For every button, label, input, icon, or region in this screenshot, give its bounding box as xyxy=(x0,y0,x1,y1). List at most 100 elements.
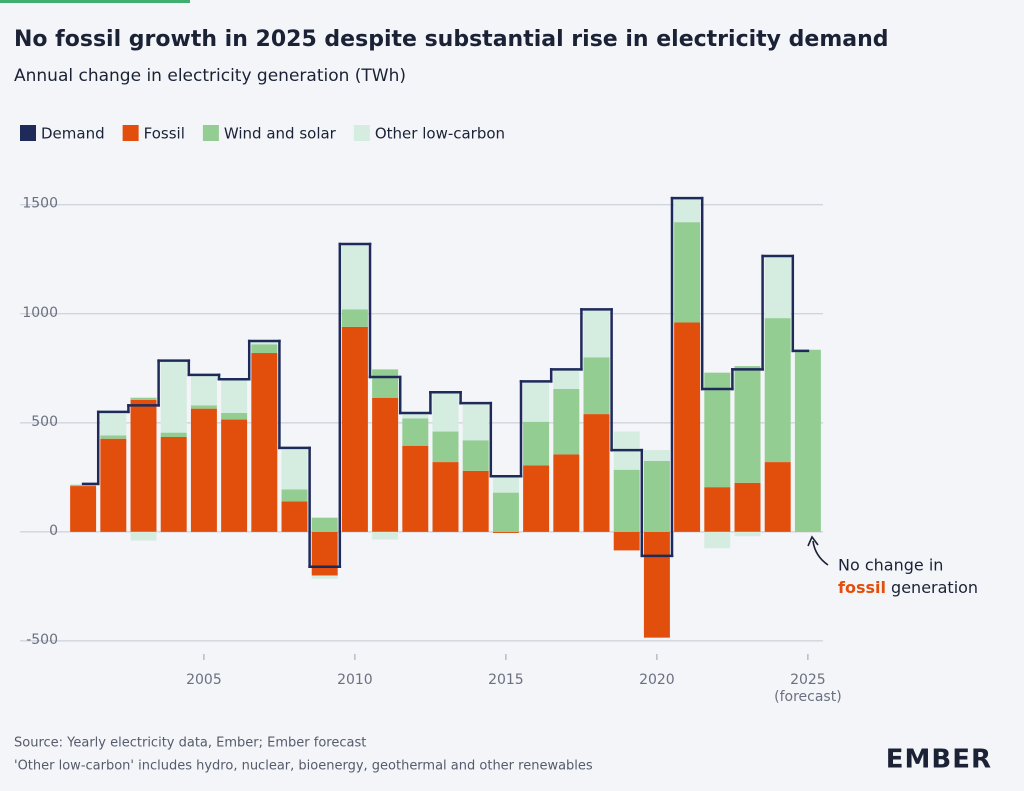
bar-segment xyxy=(311,531,338,576)
bar-segment xyxy=(734,482,761,532)
legend-label: Fossil xyxy=(144,125,185,143)
bar-segment xyxy=(281,489,308,502)
legend-label: Demand xyxy=(41,125,105,143)
legend-swatch xyxy=(20,125,36,141)
bar-segment xyxy=(100,411,127,436)
bar-segment xyxy=(190,405,217,409)
bar-segment xyxy=(221,419,248,532)
bar-segment xyxy=(160,360,187,433)
bar-segment xyxy=(311,517,338,532)
bar-segment xyxy=(100,435,127,439)
bar-segment xyxy=(432,392,459,432)
bar-segment xyxy=(734,531,761,537)
x-tick-label: 2010 xyxy=(337,672,373,688)
bar-segment xyxy=(583,357,610,415)
y-tick-label: -500 xyxy=(26,632,58,648)
bar-segment xyxy=(643,531,670,638)
bar-segment xyxy=(100,438,127,532)
bar-segment xyxy=(492,531,519,533)
bar-segment xyxy=(221,379,248,413)
bar-segment xyxy=(613,531,640,551)
y-tick-label: 1500 xyxy=(22,196,58,212)
bar-segment xyxy=(130,531,157,541)
bar-segment xyxy=(432,462,459,532)
bar-segment xyxy=(70,484,97,487)
y-tick-label: 1000 xyxy=(22,305,58,321)
bar-segment xyxy=(583,309,610,358)
source-note: Source: Yearly electricity data, Ember; … xyxy=(14,736,366,751)
bar-segment xyxy=(492,477,519,493)
legend-swatch xyxy=(122,125,139,141)
chart-subtitle: Annual change in electricity generation … xyxy=(14,66,406,86)
bar-segment xyxy=(583,414,610,532)
bar-segment xyxy=(613,469,640,532)
bar-segment xyxy=(462,403,489,441)
bar-segment xyxy=(402,413,429,419)
bar-segment xyxy=(553,389,580,455)
bar-segment xyxy=(674,198,701,223)
bar-segment xyxy=(130,399,157,532)
x-tick-note: (forecast) xyxy=(774,689,842,705)
bar-segment xyxy=(402,445,429,532)
bar-segment xyxy=(764,462,791,532)
annotation-arrow xyxy=(812,540,829,566)
bar-segment xyxy=(160,432,187,437)
bar-segment xyxy=(372,531,399,540)
x-tick-label: 2005 xyxy=(186,672,222,688)
bar-segment xyxy=(704,531,731,549)
bar-segment xyxy=(190,375,217,406)
bar-segment xyxy=(643,460,670,532)
legend-swatch xyxy=(202,125,219,141)
bar-segment xyxy=(734,366,761,483)
bar-segment xyxy=(432,431,459,463)
x-tick-label: 2020 xyxy=(639,672,675,688)
annotation-arrowhead xyxy=(807,535,819,547)
bar-segment xyxy=(674,222,701,323)
bar-segment xyxy=(281,501,308,532)
bar-segment xyxy=(764,318,791,463)
x-tick-label: 2015 xyxy=(488,672,524,688)
bar-segment xyxy=(190,408,217,532)
bar-segment xyxy=(70,486,97,532)
bar-segment xyxy=(221,413,248,420)
logo: EMBER xyxy=(886,745,992,775)
bar-segment xyxy=(281,448,308,490)
bar-segment xyxy=(523,465,550,532)
bar-segment xyxy=(341,326,368,532)
bar-segment xyxy=(794,349,821,532)
bar-segment xyxy=(160,436,187,532)
annotation-highlight: fossil xyxy=(838,578,886,597)
chart-title: No fossil growth in 2025 despite substan… xyxy=(14,27,889,52)
legend-label: Wind and solar xyxy=(224,125,337,143)
footnote: 'Other low-carbon' includes hydro, nucle… xyxy=(14,759,593,774)
legend-swatch xyxy=(353,125,370,141)
top-accent xyxy=(0,0,190,3)
bar-segment xyxy=(462,440,489,471)
bar-segment xyxy=(553,369,580,390)
annotation-text: No change in xyxy=(838,556,943,575)
bar-segment xyxy=(523,381,550,422)
bar-segment xyxy=(251,353,278,532)
bar-segment xyxy=(372,397,399,532)
bar-segment xyxy=(704,487,731,532)
bar-segment xyxy=(764,257,791,319)
bar-segment xyxy=(704,372,731,488)
bar-segment xyxy=(553,454,580,532)
bar-segment xyxy=(492,492,519,532)
y-tick-label: 500 xyxy=(31,414,58,430)
bar-segment xyxy=(341,309,368,327)
bar-segment xyxy=(341,245,368,310)
bar-segment xyxy=(130,397,157,400)
legend-label: Other low-carbon xyxy=(375,125,505,143)
x-tick-label: 2025 xyxy=(790,672,826,688)
bar-segment xyxy=(372,369,399,398)
bar-segment xyxy=(674,322,701,532)
bar-segment xyxy=(251,341,278,345)
annotation-text: generation xyxy=(886,578,978,597)
bar-segment xyxy=(643,450,670,461)
y-tick-label: 0 xyxy=(49,523,58,539)
bar-segment xyxy=(523,421,550,466)
bar-segment xyxy=(251,344,278,354)
bar-segment xyxy=(402,418,429,446)
